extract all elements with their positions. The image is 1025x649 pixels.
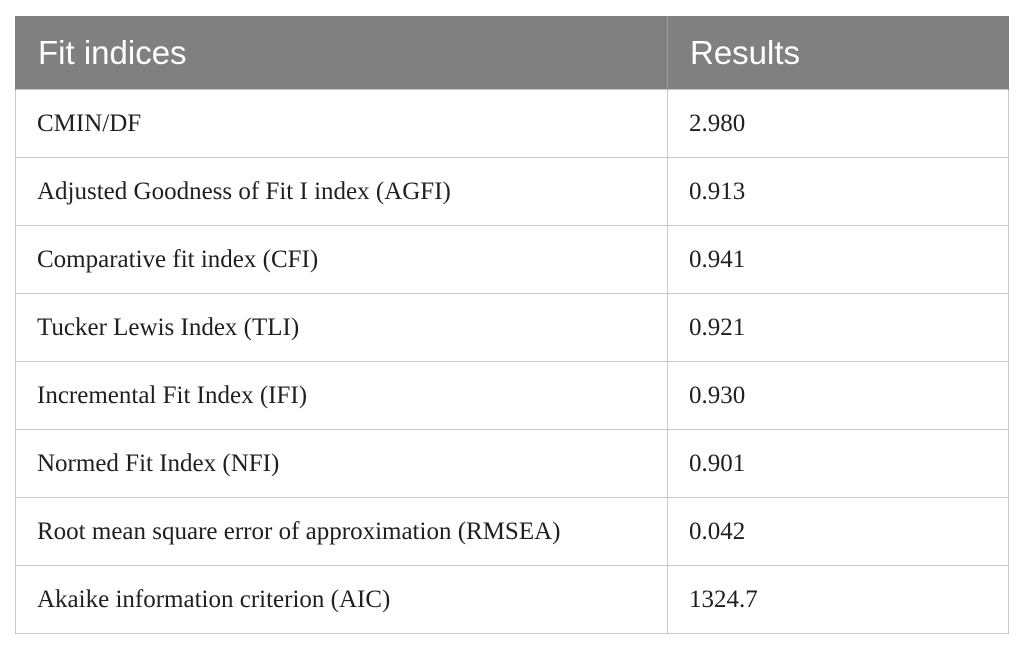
fit-index-result: 0.042 <box>668 498 1009 566</box>
table-row: Adjusted Goodness of Fit I index (AGFI) … <box>16 158 1009 226</box>
fit-index-result: 0.921 <box>668 294 1009 362</box>
fit-index-result: 0.930 <box>668 362 1009 430</box>
table-row: Comparative fit index (CFI) 0.941 <box>16 226 1009 294</box>
header-results: Results <box>668 17 1009 90</box>
fit-index-name: Comparative fit index (CFI) <box>16 226 668 294</box>
fit-index-result: 1324.7 <box>668 566 1009 634</box>
table-row: CMIN/DF 2.980 <box>16 90 1009 158</box>
fit-index-result: 0.941 <box>668 226 1009 294</box>
fit-index-name: Root mean square error of approximation … <box>16 498 668 566</box>
fit-index-name: Normed Fit Index (NFI) <box>16 430 668 498</box>
fit-index-name: Incremental Fit Index (IFI) <box>16 362 668 430</box>
table-row: Tucker Lewis Index (TLI) 0.921 <box>16 294 1009 362</box>
table-row: Root mean square error of approximation … <box>16 498 1009 566</box>
table-header: Fit indices Results <box>16 17 1009 90</box>
table-row: Akaike information criterion (AIC) 1324.… <box>16 566 1009 634</box>
fit-index-result: 2.980 <box>668 90 1009 158</box>
fit-index-result: 0.913 <box>668 158 1009 226</box>
header-fit-indices: Fit indices <box>16 17 668 90</box>
table-row: Normed Fit Index (NFI) 0.901 <box>16 430 1009 498</box>
fit-index-name: CMIN/DF <box>16 90 668 158</box>
header-row: Fit indices Results <box>16 17 1009 90</box>
fit-index-result: 0.901 <box>668 430 1009 498</box>
fit-index-name: Akaike information criterion (AIC) <box>16 566 668 634</box>
fit-indices-table-container: Fit indices Results CMIN/DF 2.980 Adjust… <box>15 16 1008 634</box>
table-row: Incremental Fit Index (IFI) 0.930 <box>16 362 1009 430</box>
fit-index-name: Tucker Lewis Index (TLI) <box>16 294 668 362</box>
table-body: CMIN/DF 2.980 Adjusted Goodness of Fit I… <box>16 90 1009 634</box>
fit-indices-table: Fit indices Results CMIN/DF 2.980 Adjust… <box>15 16 1009 634</box>
fit-index-name: Adjusted Goodness of Fit I index (AGFI) <box>16 158 668 226</box>
